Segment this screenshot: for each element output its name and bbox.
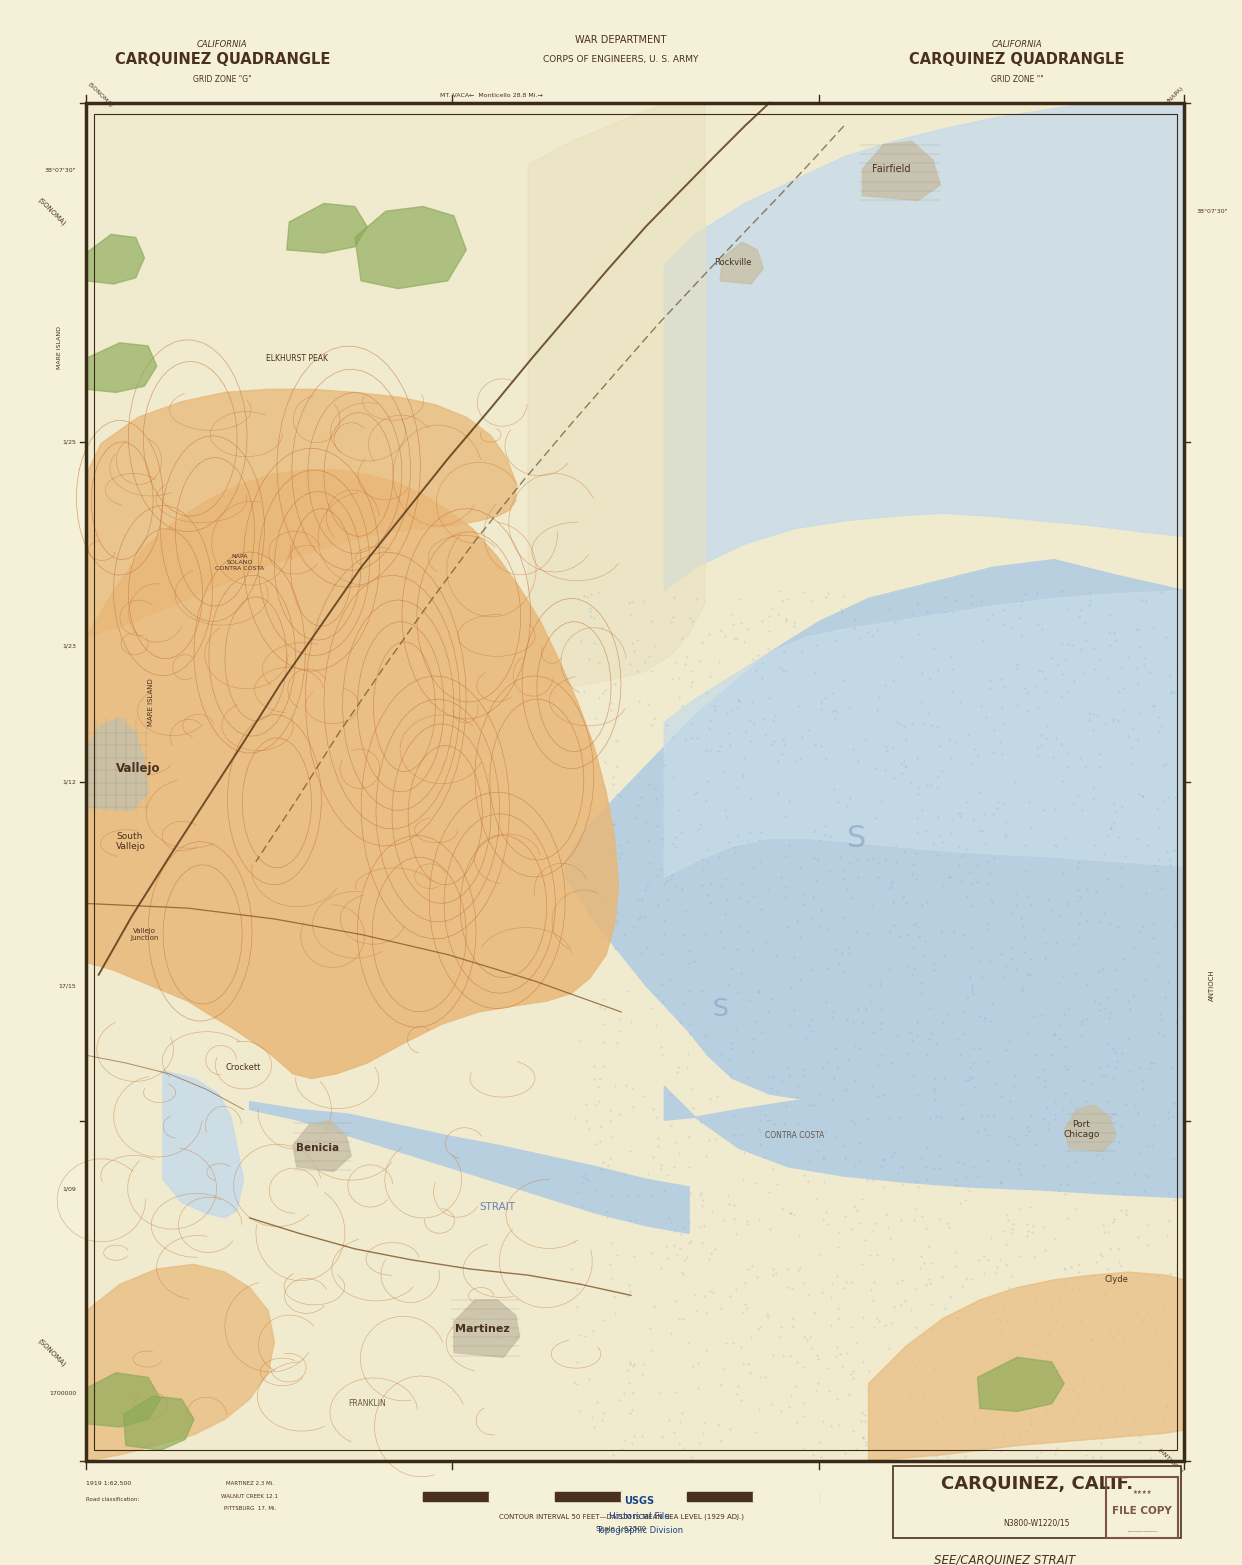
Text: NAPA
SOLANO
CONTRA COSTA: NAPA SOLANO CONTRA COSTA — [215, 554, 265, 571]
Text: (SONOMA): (SONOMA) — [86, 81, 113, 108]
Polygon shape — [86, 1373, 160, 1427]
Text: Fairfield: Fairfield — [872, 164, 910, 174]
Text: 38°07'30": 38°07'30" — [45, 167, 76, 174]
Polygon shape — [355, 207, 466, 288]
Text: CORPS OF ENGINEERS, U. S. ARMY: CORPS OF ENGINEERS, U. S. ARMY — [543, 55, 699, 64]
Text: Crockett: Crockett — [226, 1063, 261, 1072]
Text: S: S — [712, 997, 728, 1020]
Polygon shape — [862, 141, 940, 200]
Polygon shape — [489, 1491, 555, 1501]
Text: CONTOUR INTERVAL 50 FEET—DATUM IS MEAN SEA LEVEL (1929 ADJ.): CONTOUR INTERVAL 50 FEET—DATUM IS MEAN S… — [498, 1513, 744, 1520]
Text: 1/09: 1/09 — [62, 1186, 76, 1193]
Text: Vallejo: Vallejo — [116, 762, 160, 775]
Text: ANTIOCH: ANTIOCH — [1208, 970, 1215, 1002]
Polygon shape — [86, 390, 515, 637]
Text: SEE/CARQUINEZ STRAIT: SEE/CARQUINEZ STRAIT — [934, 1554, 1076, 1565]
Polygon shape — [753, 1491, 818, 1501]
Text: GRID ZONE "": GRID ZONE "" — [991, 75, 1043, 85]
Text: CARQUINEZ, CALIF.: CARQUINEZ, CALIF. — [941, 1476, 1133, 1493]
Text: WAR DEPARTMENT: WAR DEPARTMENT — [575, 36, 667, 45]
Text: MARE ISLAND: MARE ISLAND — [57, 326, 62, 369]
Polygon shape — [528, 103, 705, 687]
Polygon shape — [287, 203, 368, 254]
Text: Road classification:: Road classification: — [86, 1496, 139, 1502]
Bar — [893, 1466, 1180, 1538]
Polygon shape — [250, 1102, 689, 1233]
Text: 1919 1:62,500: 1919 1:62,500 — [86, 1480, 132, 1487]
Text: GRID ZONE "G": GRID ZONE "G" — [193, 75, 252, 85]
Text: Clyde: Clyde — [1104, 1275, 1128, 1285]
Polygon shape — [163, 1070, 243, 1218]
Polygon shape — [86, 1265, 274, 1462]
Polygon shape — [720, 243, 764, 283]
Text: (NAPA): (NAPA) — [1166, 86, 1184, 105]
Text: FILE COPY: FILE COPY — [1113, 1506, 1172, 1515]
Polygon shape — [453, 1301, 519, 1357]
Polygon shape — [1064, 1105, 1117, 1152]
Text: CALIFORNIA: CALIFORNIA — [992, 39, 1042, 49]
Text: MT. VACA←  Monticello 28.8 Mi.→: MT. VACA← Monticello 28.8 Mi.→ — [440, 92, 543, 97]
Polygon shape — [664, 590, 1184, 876]
Text: Historical File: Historical File — [609, 1512, 669, 1521]
Text: CONTRA COSTA: CONTRA COSTA — [765, 1131, 823, 1141]
Text: 1/23: 1/23 — [62, 643, 76, 648]
Text: 1/12: 1/12 — [62, 779, 76, 784]
Polygon shape — [977, 1357, 1064, 1412]
Text: Benicia: Benicia — [296, 1142, 339, 1153]
Polygon shape — [621, 1491, 687, 1501]
Polygon shape — [868, 1272, 1184, 1462]
Text: MARE ISLAND: MARE ISLAND — [148, 678, 154, 726]
Polygon shape — [565, 560, 1184, 1105]
Text: CARQUINEZ QUADRANGLE: CARQUINEZ QUADRANGLE — [909, 52, 1125, 67]
Polygon shape — [86, 718, 148, 811]
Bar — [86, 103, 1184, 1462]
Text: S: S — [847, 823, 866, 853]
Text: (ANTIOCH): (ANTIOCH) — [1156, 1448, 1184, 1474]
Polygon shape — [664, 103, 1184, 590]
Polygon shape — [664, 1070, 1184, 1197]
Text: FRANKLIN: FRANKLIN — [348, 1399, 386, 1409]
Text: CARQUINEZ QUADRANGLE: CARQUINEZ QUADRANGLE — [114, 52, 330, 67]
Polygon shape — [123, 1396, 194, 1451]
Text: Rockville: Rockville — [714, 258, 751, 266]
Text: Scale 1:62500: Scale 1:62500 — [596, 1526, 646, 1532]
Polygon shape — [86, 343, 156, 393]
Text: ★★★★: ★★★★ — [1133, 1490, 1151, 1495]
Text: ELKHURST PEAK: ELKHURST PEAK — [266, 354, 328, 363]
Polygon shape — [687, 1491, 753, 1501]
Bar — [86, 103, 1184, 1462]
Text: 38°07'30": 38°07'30" — [1196, 208, 1228, 214]
Polygon shape — [293, 1121, 351, 1172]
Bar — [93, 114, 1176, 1451]
Text: (SONOMA): (SONOMA) — [36, 196, 67, 227]
Text: STRAIT: STRAIT — [479, 1202, 515, 1211]
Bar — [1107, 1476, 1177, 1538]
Text: ___________: ___________ — [1126, 1527, 1158, 1532]
Text: USGS: USGS — [625, 1496, 655, 1506]
Text: 1/25: 1/25 — [62, 440, 76, 444]
Text: Topographic Division: Topographic Division — [596, 1526, 683, 1535]
Text: (SONOMA): (SONOMA) — [36, 1337, 67, 1368]
Text: South
Vallejo: South Vallejo — [116, 833, 145, 851]
Text: N3800-W1220/15: N3800-W1220/15 — [1004, 1518, 1071, 1527]
Text: 17/15: 17/15 — [58, 983, 76, 988]
Text: WALNUT CREEK 12.1: WALNUT CREEK 12.1 — [221, 1493, 278, 1499]
Polygon shape — [555, 1491, 621, 1501]
Text: 1700000: 1700000 — [50, 1391, 76, 1396]
Text: PITTSBURG  17. Mi.: PITTSBURG 17. Mi. — [224, 1506, 276, 1510]
Text: Port
Chicago: Port Chicago — [1063, 1121, 1099, 1139]
Text: Vallejo
Junction: Vallejo Junction — [130, 928, 159, 941]
Text: CALIFORNIA: CALIFORNIA — [197, 39, 247, 49]
Polygon shape — [86, 235, 144, 283]
Text: MARTINEZ 2.3 Mi.: MARTINEZ 2.3 Mi. — [226, 1480, 273, 1487]
Polygon shape — [86, 470, 619, 1078]
Polygon shape — [424, 1491, 489, 1501]
Text: Martinez: Martinez — [455, 1324, 509, 1335]
